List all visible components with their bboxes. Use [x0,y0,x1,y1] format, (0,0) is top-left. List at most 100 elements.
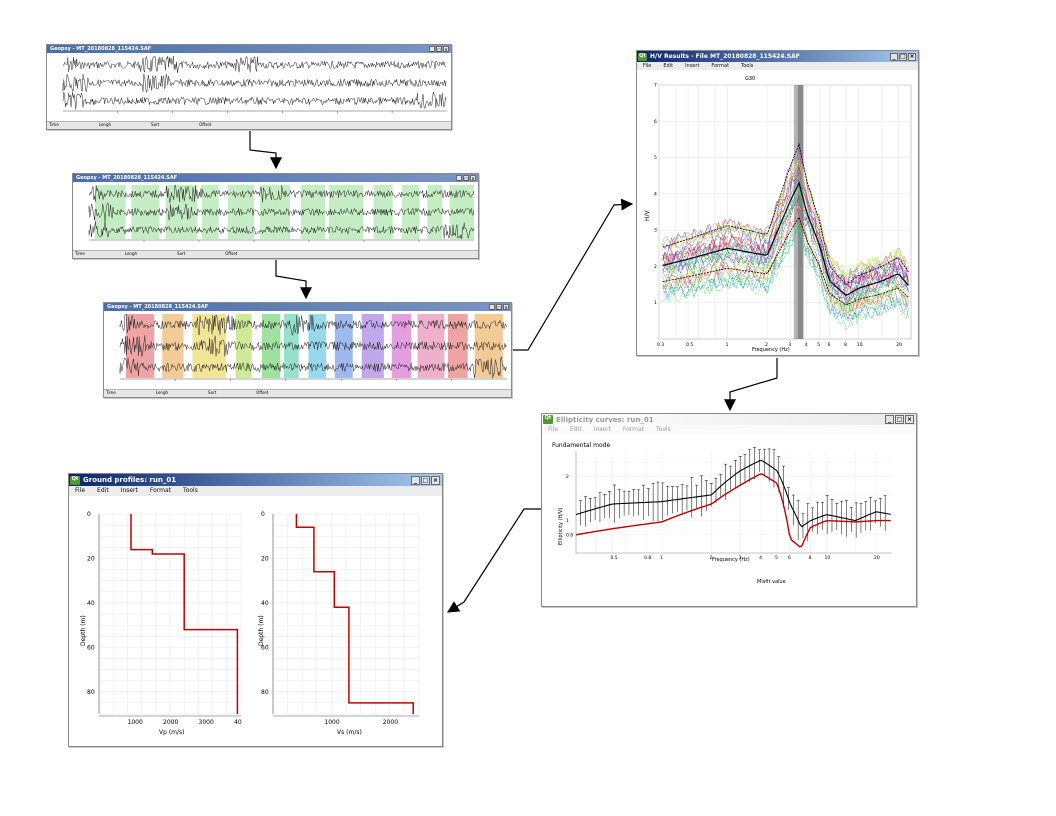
title-bar[interactable]: Geopsy - MT_20180828_115424.SAF _ □ × [47,45,451,53]
ground-profiles-window[interactable]: Qt Ground profiles: run_01 _ □ × File Ed… [68,473,443,747]
menu-insert[interactable]: Insert [685,63,700,69]
x-tick-label: 2000 [383,719,398,726]
menu-file[interactable]: File [643,63,652,69]
window-title: Geopsy - MT_20180828_115424.SAF [107,304,209,310]
hv-window-curve [662,159,909,288]
maximize-button[interactable]: □ [895,415,904,424]
ellipticity-window[interactable]: Qt Ellipticity curves: run_01 _ □ × File… [541,413,917,607]
y-tick-label: 20 [261,555,269,562]
close-button[interactable]: × [905,415,914,424]
hv-window-curve [662,183,909,313]
close-button[interactable]: × [443,46,449,52]
time-window [235,314,252,378]
vp-profile-curve [130,514,239,714]
status-offset: Offset [199,122,212,127]
maximize-button[interactable]: □ [421,475,430,485]
maximize-button[interactable]: □ [496,304,502,310]
maximize-button[interactable]: □ [436,46,442,52]
x-tick-label: 6 [828,342,831,348]
hv-curves [662,142,909,331]
close-button[interactable]: × [503,304,509,310]
maximize-button[interactable]: □ [899,52,907,61]
menu-file[interactable]: File [75,487,86,494]
menu-format[interactable]: Format [622,426,645,433]
seismogram-plot[interactable] [47,54,451,122]
close-button[interactable]: × [908,52,916,61]
hv-window-curve [662,205,909,315]
hv-tick-labels: 0.3 0.5 1 2 3 4 5 6 8 10 20 1 2 3 4 5 6 7 [654,83,902,349]
menu-tools[interactable]: Tools [656,426,671,433]
hv-plot-label: G30 [745,76,755,82]
y-tick-label: 1 [654,300,657,306]
hv-window-curve [662,223,909,321]
minimize-button[interactable]: _ [489,304,495,310]
maximize-button[interactable]: □ [463,175,469,181]
time-window [162,314,184,378]
menu-tools[interactable]: Tools [741,63,754,69]
menu-edit[interactable]: Edit [97,487,109,494]
y-tick-label: 2 [566,474,569,480]
menu-format[interactable]: Format [149,487,172,494]
y-tick-label: 6 [654,119,657,125]
arrow-colored-to-hv [512,198,634,351]
hv-xlabel: Frequency (Hz) [752,347,790,353]
hv-window-curve [662,163,909,304]
minimize-button[interactable]: _ [456,175,462,181]
menu-bar: File Edit Insert Format Tools [69,486,442,496]
menu-edit[interactable]: Edit [663,63,674,69]
hv-plot[interactable]: G30 H/V Frequency (Hz) 0.3 0.5 1 2 3 4 5 6 8 10 20… [637,71,918,355]
seismogram-plot[interactable] [104,312,511,390]
x-tick-label: 1 [726,342,729,348]
menu-file[interactable]: File [548,426,559,433]
x-tick-label: 5 [775,555,778,561]
status-sort: Sort [151,122,160,127]
x-tick-label: 0.5 [686,342,693,348]
x-tick-label: 20 [874,555,880,561]
status-sort: Sort [208,390,217,395]
title-bar[interactable]: Geopsy - MT_20180828_115424.SAF _ □ × [104,303,511,311]
y-tick-label: 2 [654,264,657,270]
x-tick-label: 0.5 [610,555,617,561]
minimize-button[interactable]: _ [411,475,420,485]
hv-window-curve [662,215,909,320]
title-bar[interactable]: Geopsy - MT_20180828_115424.SAF _ □ × [73,174,478,182]
y-tick-label: 60 [87,644,95,651]
geopsy-colored-window[interactable]: Geopsy - MT_20180828_115424.SAF _ □ × Ti… [103,302,512,398]
minimize-button[interactable]: _ [429,46,435,52]
minimize-button[interactable]: _ [890,52,898,61]
time-window [334,314,353,378]
close-button[interactable]: × [470,175,476,181]
minimize-button[interactable]: _ [885,415,894,424]
vp-xlabel: Vp (m/s) [159,729,185,736]
seismogram-plot[interactable] [73,183,478,251]
title-bar[interactable]: Qt Ground profiles: run_01 _ □ × [69,474,442,486]
status-sort: Sort [177,251,186,256]
status-bar: Time Lengh Sort Offset [104,389,511,397]
menu-tools[interactable]: Tools [183,487,198,494]
x-tick-label: 20 [896,342,902,348]
x-tick-label: 1000 [324,719,339,726]
title-bar[interactable]: Qt Ellipticity curves: run_01 _ □ × [542,414,916,425]
y-tick-label: 60 [261,644,269,651]
ellipticity-plot[interactable]: Fundamental mode Ellipticity (H/V) Frequ… [542,435,916,606]
menu-format[interactable]: Format [711,63,730,69]
y-tick-label: 0 [87,511,91,518]
hv-std-curve [662,142,909,285]
time-window [391,314,412,378]
title-bar[interactable]: Qt H/V Results - File MT_20180828_115424… [637,51,918,62]
geopsy-selected-window[interactable]: Geopsy - MT_20180828_115424.SAF _ □ × Ti… [72,173,479,259]
menu-edit[interactable]: Edit [570,426,582,433]
menu-insert[interactable]: Insert [593,426,611,433]
hv-results-window[interactable]: Qt H/V Results - File MT_20180828_115424… [636,50,919,356]
geopsy-raw-window[interactable]: Geopsy - MT_20180828_115424.SAF _ □ × Ti… [46,44,452,130]
seismic-trace [62,91,447,110]
ellipticity-xlabel: Frequency (Hz) [712,557,750,563]
status-offset: Offset [256,390,269,395]
x-tick-label: 3000 [199,719,214,726]
hv-peak-band [793,85,804,339]
profile-gridlines [98,513,420,717]
menu-insert[interactable]: Insert [120,487,138,494]
x-tick-label: 3 [739,555,742,561]
ground-profiles-plot[interactable]: Depth (m) Vp (m/s) Depth (m) Vs (m/s) 10… [69,496,442,746]
close-button[interactable]: × [431,475,440,485]
